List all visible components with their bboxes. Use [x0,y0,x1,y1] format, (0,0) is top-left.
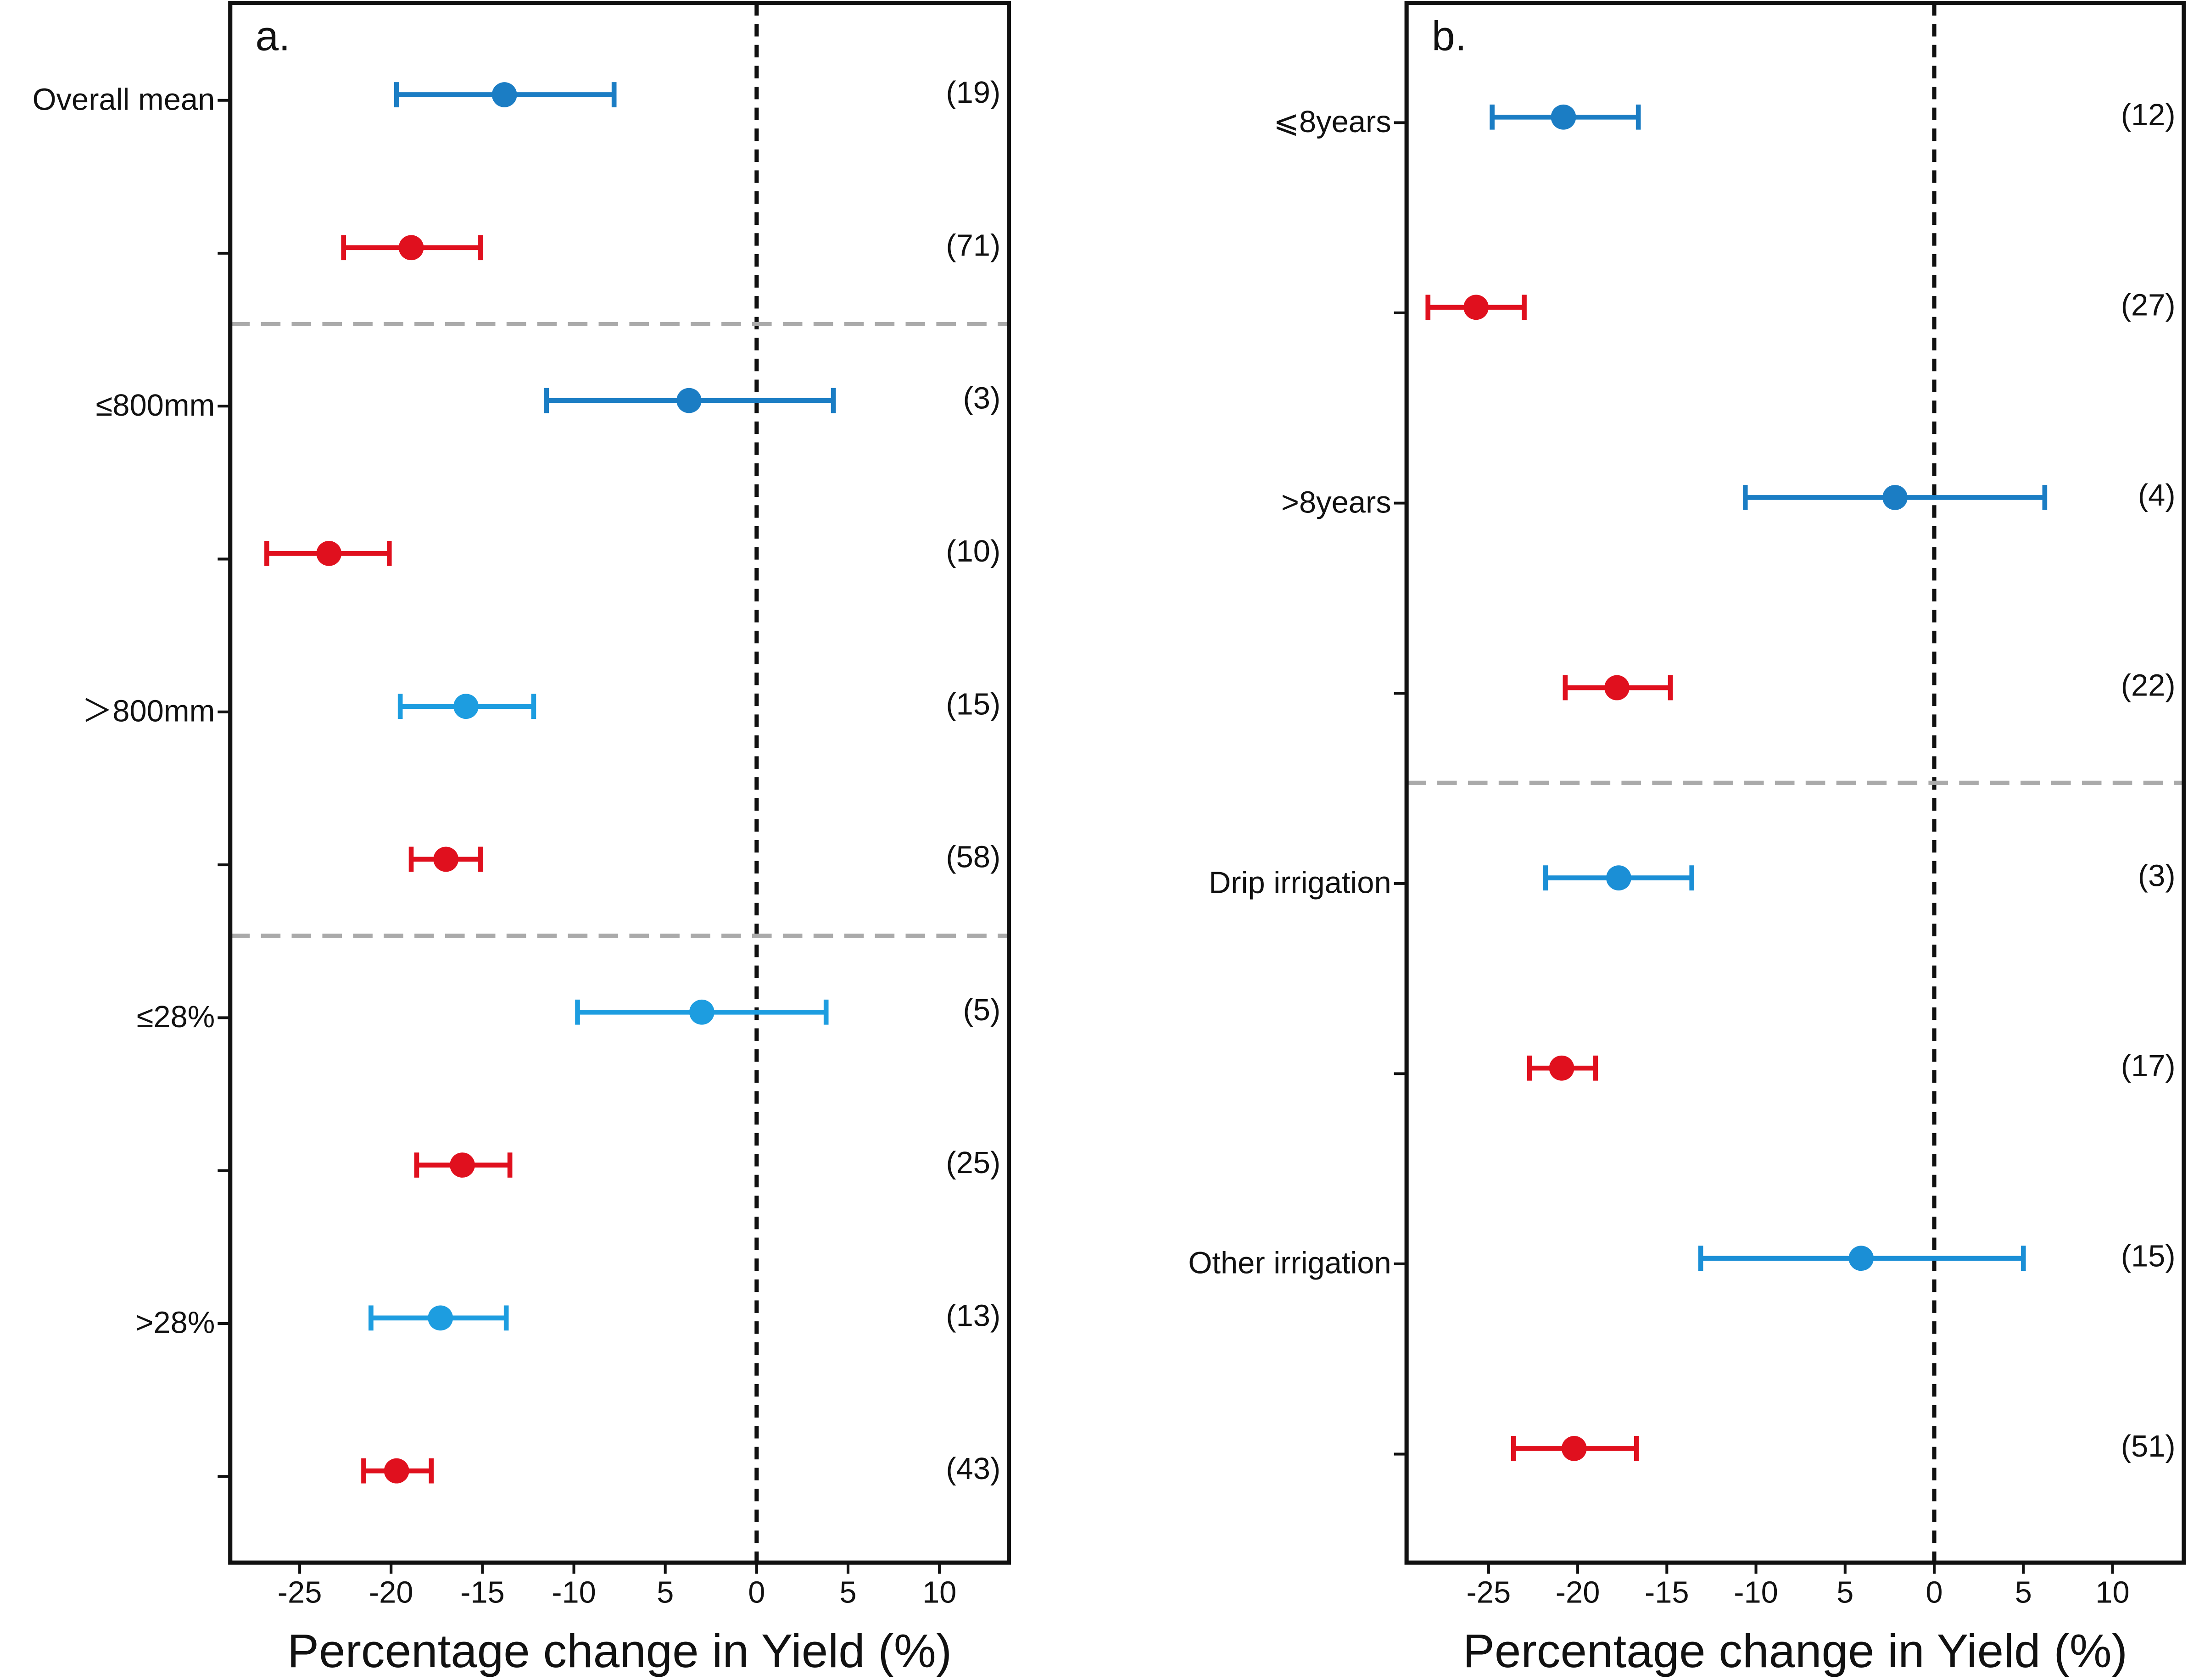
sample-size-label: (58) [946,840,1000,874]
y-tick-label: ＞800mm [82,694,215,729]
plot-frame [1404,0,2186,1565]
sample-size-label: (51) [2121,1429,2176,1463]
x-tick-label: -15 [1645,1575,1689,1610]
sample-size-label: (19) [946,75,1000,110]
point-estimate [1463,295,1489,320]
plot-frame [228,0,1011,1565]
x-axis-label: Percentage change in Yield (%) [1463,1624,2127,1677]
sample-size-label: (5) [963,993,1001,1027]
y-tick-label: >28% [135,1306,215,1340]
x-tick-label: -25 [1467,1575,1511,1610]
x-tick-label: 0 [748,1575,765,1610]
x-tick-label: 5 [1836,1575,1853,1610]
point-estimate [433,846,459,872]
point-estimate [398,235,424,261]
x-axis-label: Percentage change in Yield (%) [287,1624,952,1677]
sample-size-label: (71) [946,228,1000,262]
sample-size-label: (12) [2121,98,2176,132]
point-estimate [676,388,702,413]
point-estimate [1561,1436,1587,1461]
x-tick-label: 10 [2095,1575,2129,1610]
point-estimate [384,1458,409,1484]
sample-size-label: (15) [946,687,1000,721]
sample-size-label: (25) [946,1146,1000,1180]
x-tick-label: -20 [369,1575,413,1610]
point-estimate [1551,104,1576,130]
panel-label: a. [255,13,290,60]
sample-size-label: (43) [946,1452,1000,1486]
y-tick-label: ⩽8years [1273,105,1391,139]
sample-size-label: (17) [2121,1049,2176,1083]
sample-size-label: (13) [946,1299,1000,1333]
x-tick-label: -20 [1556,1575,1600,1610]
sample-size-label: (27) [2121,288,2176,323]
x-tick-label: 10 [922,1575,956,1610]
sample-size-label: (4) [2138,478,2176,512]
point-estimate [1549,1055,1574,1081]
sample-size-label: (10) [946,534,1000,568]
x-tick-label: -10 [552,1575,596,1610]
panel-label: b. [1432,13,1467,60]
x-tick-label: 0 [1926,1575,1942,1610]
sample-size-label: (3) [963,381,1001,416]
sample-size-label: (22) [2121,668,2176,703]
point-estimate [1882,485,1908,510]
sample-size-label: (15) [2121,1239,2176,1273]
point-estimate [453,694,479,719]
point-estimate [491,82,517,107]
x-tick-label: -10 [1734,1575,1778,1610]
y-tick-label: >8years [1281,485,1391,519]
point-estimate [1606,865,1631,890]
x-tick-label: -15 [460,1575,505,1610]
x-tick-label: 5 [839,1575,856,1610]
y-tick-label: Drip irrigation [1209,865,1391,900]
y-tick-label: ≤28% [137,1000,215,1034]
y-tick-label: Overall mean [33,82,215,117]
y-tick-label: Other irrigation [1188,1246,1391,1280]
point-estimate [1604,675,1630,701]
x-tick-label: 5 [657,1575,674,1610]
x-tick-label: 5 [2015,1575,2032,1610]
x-tick-label: -25 [278,1575,322,1610]
point-estimate [450,1152,475,1178]
y-tick-label: ≤800mm [96,388,215,423]
point-estimate [1848,1246,1874,1271]
point-estimate [316,541,342,566]
sample-size-label: (3) [2138,858,2176,893]
point-estimate [428,1305,453,1331]
point-estimate [689,999,714,1025]
